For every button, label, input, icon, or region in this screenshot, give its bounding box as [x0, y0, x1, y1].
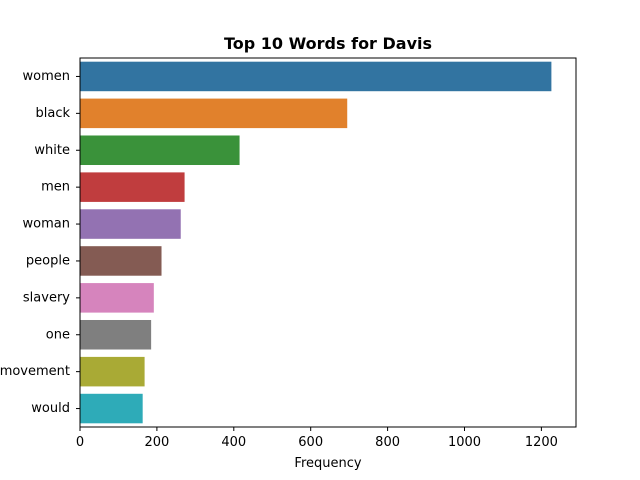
bar-men — [80, 172, 185, 202]
y-tick-label: would — [31, 401, 70, 416]
bar-black — [80, 98, 348, 129]
x-tick-label: 800 — [375, 435, 400, 450]
bar-woman — [80, 209, 181, 239]
bar-white — [80, 135, 240, 166]
x-tick-label: 1000 — [448, 435, 481, 450]
y-tick-label: black — [35, 106, 70, 121]
bar-one — [80, 319, 152, 350]
y-tick-label: men — [41, 180, 70, 195]
x-tick-label: 0 — [76, 435, 84, 450]
y-tick-label: people — [26, 253, 70, 268]
bar-would — [80, 393, 143, 424]
chart-title: Top 10 Words for Davis — [224, 34, 432, 53]
bar-slavery — [80, 283, 154, 313]
y-tick-label: one — [46, 327, 70, 342]
x-axis-ticks: 0 200 400 600 800 1000 1200 — [76, 427, 558, 450]
y-axis-ticks: women black white men woman people slavery one m… — [0, 69, 80, 416]
y-tick-label: slavery — [23, 290, 70, 305]
y-tick-label: white — [34, 143, 70, 158]
y-tick-label: woman — [23, 217, 70, 232]
bars-group — [80, 61, 552, 424]
bar-movement — [80, 356, 145, 387]
bar-women — [80, 61, 552, 92]
y-tick-label: women — [23, 69, 71, 84]
y-tick-label: movement — [0, 364, 70, 379]
x-axis-label: Frequency — [294, 456, 361, 471]
plot-frame — [79, 57, 577, 428]
x-tick-label: 1200 — [525, 435, 558, 450]
x-tick-label: 200 — [144, 435, 169, 450]
bar-people — [80, 246, 162, 276]
x-tick-label: 400 — [221, 435, 246, 450]
x-tick-label: 600 — [298, 435, 323, 450]
